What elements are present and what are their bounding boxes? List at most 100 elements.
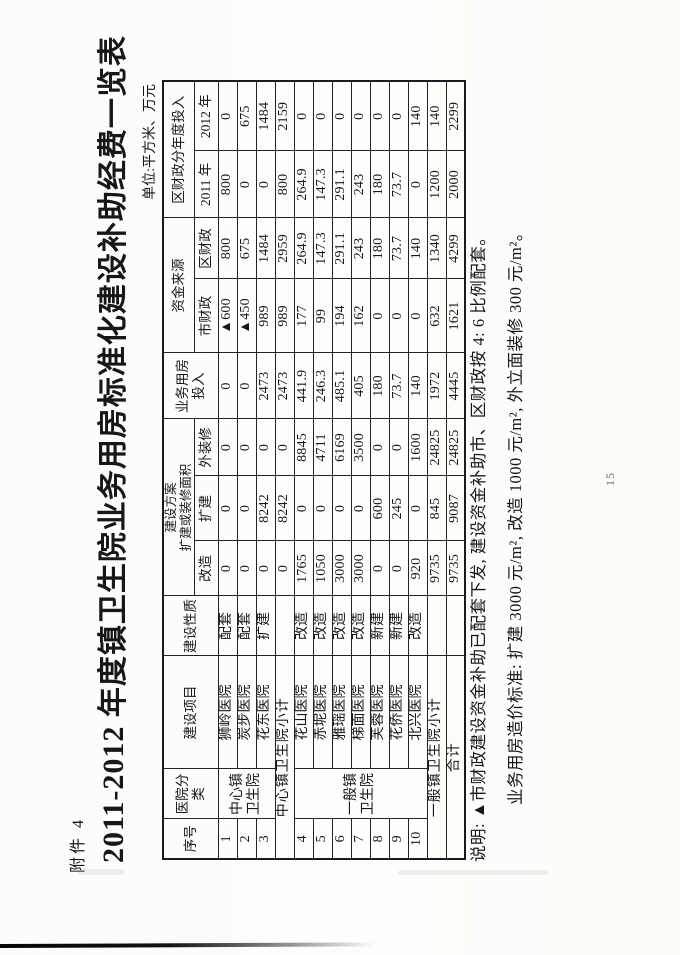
cell-2012: 0 [351,80,370,151]
table-row: 7 梯面医院 改造 3000 0 3500 405 162 243 243 0 [351,80,370,859]
table-row: 1 中心镇卫生院 狮岭医院 配套 0 0 0 0 ▲600 800 800 0 [218,80,275,859]
cell-project: 花山医院 [294,656,313,769]
cell-extension: 845 [427,476,446,541]
table-row: 5 赤坭医院 改造 1050 0 4711 246.3 99 147.3 147… [313,80,332,859]
cell-2012: 2299 [446,80,465,151]
cell-exterior: 1600 [408,418,427,476]
cell-project: 狮岭医院 [218,656,237,769]
cell-extension: 600 [370,476,389,541]
cell-seq: 4 [294,819,313,859]
cell-2012: 675 [237,80,256,151]
header-city-finance: 市财政 [194,278,218,353]
cell-project: 花侨医院 [389,656,408,769]
header-plan-title: 建设方案 [164,482,178,533]
cell-area: 2473 [256,352,275,419]
cell-2011: 291.1 [332,150,351,218]
header-nature: 建设性质 [163,596,218,656]
cell-extension: 9087 [446,476,465,541]
cell-renovation: 3000 [351,541,370,596]
cell-nature [427,596,446,656]
cell-2012: 2159 [275,80,294,151]
cell-category-central: 中心镇卫生院 [218,769,275,819]
cell-city: 177 [294,278,313,353]
cell-nature [275,596,294,656]
header-funding-group: 资金来源 [163,217,194,353]
cell-nature: 新建 [389,596,408,656]
cell-2011: 73.7 [389,150,408,218]
cell-2012: 140 [427,80,446,151]
cell-2012: 0 [313,80,332,151]
cell-2011: 243 [351,150,370,218]
unit-note: 单位:平方米、万元 [143,84,158,200]
cell-exterior: 8845 [294,418,313,476]
table-row: 9 花侨医院 新建 0 245 0 73.7 0 73.7 73.7 0 [389,80,408,859]
subtotal-row-central: 中心镇卫生院小计 0 8242 0 2473 989 2959 800 2159 [275,80,294,859]
cell-exterior: 0 [237,418,256,476]
cell-seq: 10 [408,819,427,859]
cell-exterior: 6169 [332,418,351,476]
cell-project: 花东医院 [256,656,275,769]
cell-extension: 0 [351,476,370,541]
header-plan-subtitle: 扩建或装修面积 [178,463,193,552]
cell-extension: 0 [313,476,332,541]
cell-area: 2473 [275,352,294,419]
subtotal-row-general: 一般镇卫生院小计 9735 845 24825 1972 632 1340 12… [427,80,446,859]
cell-city: 162 [351,278,370,353]
cell-district: 147.3 [313,217,332,279]
cell-2012: 0 [370,80,389,151]
header-project: 建设项目 [163,656,218,769]
cell-exterior: 0 [256,418,275,476]
cell-renovation: 1050 [313,541,332,596]
header-category: 医院分类 [163,769,218,819]
cell-nature: 改造 [332,596,351,656]
cell-area: 485.1 [332,352,351,419]
cell-district: 4299 [446,217,465,279]
cell-city: 1621 [446,278,465,353]
cell-total-label: 合计 [446,656,465,859]
header-year-2012: 2012 年 [194,80,218,151]
cell-district: 800 [218,217,237,279]
cell-area: 0 [237,352,256,419]
cell-project: 芙蓉医院 [370,656,389,769]
table-row: 2 炭步医院 配套 0 0 0 0 ▲450 675 0 675 [237,80,256,859]
cell-renovation: 9735 [427,541,446,596]
cell-exterior: 3500 [351,418,370,476]
cell-district: 2959 [275,217,294,279]
cell-city: 632 [427,278,446,353]
cell-city: 989 [256,278,275,353]
cell-district: 73.7 [389,217,408,279]
cell-area: 441.9 [294,352,313,419]
cell-city: 989 [275,278,294,353]
cell-2011: 800 [275,150,294,218]
cell-exterior: 0 [389,418,408,476]
cell-seq: 6 [332,819,351,859]
cell-district: 264.9 [294,217,313,279]
cell-nature: 扩建 [256,596,275,656]
cell-area: 180 [370,352,389,419]
cell-2011: 0 [237,150,256,218]
cell-district: 675 [237,217,256,279]
cell-area: 4445 [446,352,465,419]
table-row: 8 芙蓉医院 新建 0 600 0 180 0 180 180 0 [370,80,389,859]
cell-area: 73.7 [389,352,408,419]
header-renovation: 改造 [194,541,218,596]
cell-2011: 2000 [446,150,465,218]
cell-project: 梯面医院 [351,656,370,769]
cell-district: 291.1 [332,217,351,279]
cell-exterior: 24825 [446,418,465,476]
cell-seq: 3 [256,819,275,859]
cell-2011: 180 [370,150,389,218]
cell-2012: 1484 [256,80,275,151]
cell-city: 99 [313,278,332,353]
cell-exterior: 24825 [427,418,446,476]
cell-project: 赤坭医院 [313,656,332,769]
header-seq: 序号 [163,819,218,859]
cell-area: 405 [351,352,370,419]
notes-line-1: 说明: ▲市财政建设资金补助已配套下发, 建设资金补助市、区财政按 4: 6 比… [465,229,489,862]
notes-label: 说明: [469,822,488,862]
attachment-label: 附件 4 [70,816,87,873]
cell-extension: 245 [389,476,408,541]
header-plan-group: 建设方案 扩建或装修面积 [163,418,194,596]
cell-district: 243 [351,217,370,279]
